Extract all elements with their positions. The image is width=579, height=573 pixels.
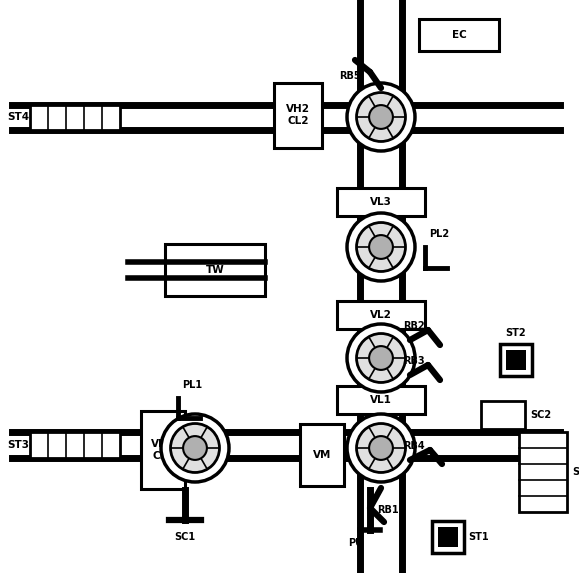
Text: RB2: RB2 — [403, 321, 425, 331]
Text: SC1: SC1 — [174, 532, 196, 542]
Circle shape — [369, 235, 393, 259]
Text: TW: TW — [206, 265, 225, 275]
Circle shape — [347, 213, 415, 281]
Bar — [432, 521, 464, 553]
Bar — [300, 424, 344, 486]
Bar — [507, 351, 526, 370]
Bar — [337, 386, 425, 414]
Text: VH1
CL1: VH1 CL1 — [151, 439, 175, 461]
Bar — [438, 527, 457, 547]
Text: VL1: VL1 — [370, 395, 392, 405]
Circle shape — [347, 83, 415, 151]
Text: VM: VM — [313, 450, 331, 460]
Circle shape — [369, 346, 393, 370]
Text: VL2: VL2 — [370, 310, 392, 320]
Circle shape — [357, 333, 405, 383]
Bar — [519, 432, 567, 512]
Text: PL1: PL1 — [182, 380, 202, 390]
Bar — [30, 105, 120, 130]
Circle shape — [183, 436, 207, 460]
Text: EC: EC — [452, 30, 466, 40]
Circle shape — [161, 414, 229, 482]
Bar — [419, 19, 499, 51]
Text: PU: PU — [349, 538, 364, 548]
Bar — [481, 401, 525, 429]
Bar — [337, 188, 425, 216]
Bar — [141, 411, 185, 489]
Text: ST1: ST1 — [468, 532, 489, 542]
Bar — [274, 83, 322, 147]
Text: RB4: RB4 — [403, 441, 425, 451]
Bar — [337, 301, 425, 329]
Circle shape — [369, 436, 393, 460]
Circle shape — [357, 92, 405, 142]
Bar — [165, 244, 265, 296]
Circle shape — [171, 423, 219, 473]
Text: PL2: PL2 — [429, 229, 449, 239]
Text: ST3: ST3 — [7, 440, 29, 450]
Text: RB3: RB3 — [403, 356, 425, 366]
Text: VH2
CL2: VH2 CL2 — [286, 104, 310, 126]
Bar — [30, 432, 120, 458]
Text: RB5: RB5 — [339, 71, 361, 81]
Circle shape — [369, 105, 393, 129]
Circle shape — [347, 414, 415, 482]
Bar — [500, 344, 532, 376]
Text: RB1: RB1 — [377, 505, 399, 515]
Text: VL3: VL3 — [370, 197, 392, 207]
Text: ST2: ST2 — [505, 328, 526, 338]
Text: SC2: SC2 — [530, 410, 551, 420]
Text: ST4: ST4 — [7, 112, 29, 123]
Circle shape — [347, 324, 415, 392]
Circle shape — [357, 222, 405, 272]
Text: ST5: ST5 — [572, 467, 579, 477]
Circle shape — [357, 423, 405, 473]
